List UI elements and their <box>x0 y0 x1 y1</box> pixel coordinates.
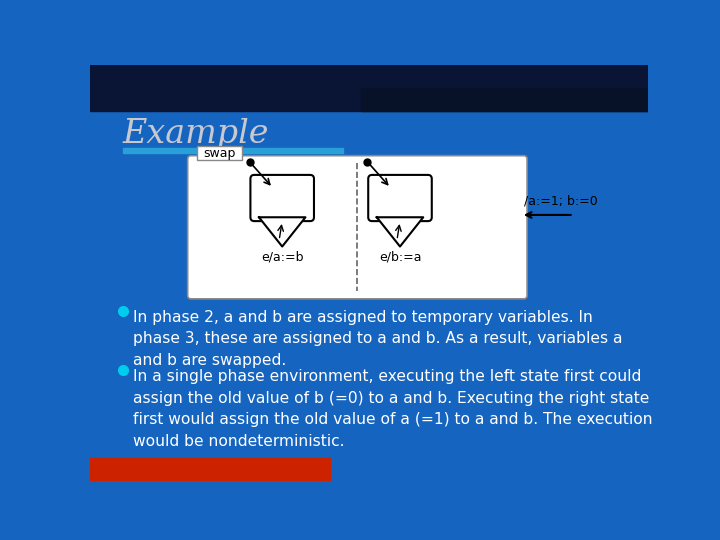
Text: Example: Example <box>122 118 269 150</box>
Bar <box>90 65 648 111</box>
Text: In a single phase environment, executing the left state first could
assign the o: In a single phase environment, executing… <box>133 369 653 449</box>
FancyBboxPatch shape <box>251 175 314 221</box>
FancyBboxPatch shape <box>188 156 527 299</box>
Text: /a:=1; b:=0: /a:=1; b:=0 <box>524 194 598 207</box>
Text: In phase 2, a and b are assigned to temporary variables. In
phase 3, these are a: In phase 2, a and b are assigned to temp… <box>133 309 623 368</box>
Text: swap: swap <box>203 147 235 160</box>
FancyBboxPatch shape <box>368 175 432 221</box>
Bar <box>122 148 343 153</box>
Polygon shape <box>259 217 305 247</box>
Bar <box>197 146 242 160</box>
Text: e/a:=b: e/a:=b <box>261 251 303 264</box>
Bar <box>90 457 330 481</box>
Polygon shape <box>377 217 423 247</box>
Bar <box>361 88 648 111</box>
Text: e/b:=a: e/b:=a <box>379 251 421 264</box>
